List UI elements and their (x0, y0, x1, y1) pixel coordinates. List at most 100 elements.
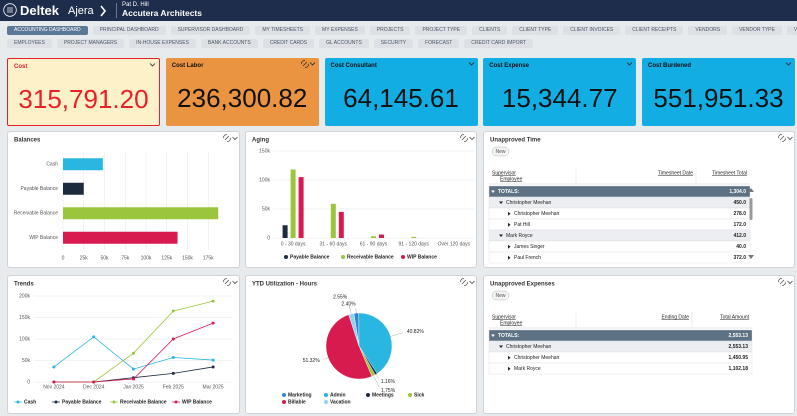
link-icon[interactable] (301, 61, 308, 68)
bar (291, 170, 296, 238)
link-icon[interactable] (461, 135, 468, 142)
tab[interactable]: MY EXPENSES (315, 26, 365, 35)
tab[interactable]: PROJECTS (370, 26, 411, 35)
collapse-icon[interactable] (469, 63, 474, 66)
link-icon[interactable] (461, 279, 468, 286)
new-button-label[interactable]: New (495, 293, 505, 299)
tab[interactable]: CREDIT CARD IMPORT (464, 39, 533, 48)
collapse-icon[interactable] (233, 281, 238, 284)
x-tick-label: 0 (62, 255, 65, 261)
collapse-icon[interactable] (150, 64, 155, 67)
scroll-thumb[interactable] (750, 198, 753, 220)
tab-row: EMPLOYEES PROJECT MANAGERS IN-HOUSE EXPENS… (7, 39, 533, 48)
tab[interactable]: CLIENT INVOICES (563, 26, 620, 35)
panel-title: Unapproved Expenses (490, 282, 555, 288)
panel-title: Aging (252, 138, 269, 144)
tab[interactable]: GL ACCOUNTS (319, 39, 369, 48)
collapse-icon[interactable] (233, 137, 238, 140)
kpi-title: Cost Burdened (648, 63, 691, 69)
column-header[interactable]: Employee (500, 176, 522, 182)
legend-label: Admin (330, 392, 346, 398)
x-tick-label: 75k (121, 255, 130, 261)
collapse-icon[interactable] (470, 281, 475, 284)
card-icons (459, 60, 475, 68)
link-icon[interactable] (224, 135, 231, 142)
x-tick-label: 31 - 60 days (320, 241, 348, 247)
kpi-title: Cost Labor (172, 63, 204, 69)
row-label: Paul French (514, 255, 541, 261)
kpi-value: 15,344.77 (483, 82, 636, 114)
row-label: TOTALS: (498, 333, 520, 339)
x-tick-label: Jan 2025 (123, 384, 144, 390)
category-label: WIP Balance (29, 235, 58, 241)
tab[interactable]: EMPLOYEES (7, 39, 52, 48)
column-header[interactable]: Total Amount (720, 314, 750, 320)
legend-label: Receivable Balance (120, 399, 167, 405)
collapse-icon[interactable] (470, 137, 475, 140)
slice-label: 40.82% (407, 329, 425, 335)
tab[interactable]: IN-HOUSE EXPENSES (129, 39, 196, 48)
row-label: Pat Hill (514, 222, 530, 228)
panel: YTD Utilization - Hours2.40%Marketing40.… (245, 275, 477, 414)
tab[interactable]: SECURITY (374, 39, 413, 48)
tab[interactable]: CLIENT RECEIPTS (625, 26, 683, 35)
column-header[interactable]: Timesheet Date (658, 170, 693, 176)
row-label: Christopher Meehan (514, 355, 560, 361)
menu-button[interactable] (3, 3, 17, 17)
kpi-card: Cost Consultant64,145.61 (325, 58, 478, 126)
row-label: TOTALS: (498, 189, 520, 195)
legend-marker (324, 393, 328, 397)
bar (379, 235, 384, 238)
y-tick-label: 150k (259, 148, 270, 154)
link-icon[interactable] (779, 135, 786, 142)
tab[interactable]: CLIENTS (472, 26, 507, 35)
tab[interactable]: PROJECT MANAGERS (57, 39, 124, 48)
tab[interactable]: SUPERVISOR DASHBOARD (171, 26, 251, 35)
company-name: Accutera Architects (122, 8, 202, 19)
link-icon[interactable] (224, 279, 231, 286)
collapse-icon[interactable] (788, 137, 793, 140)
legend-marker (175, 401, 178, 404)
tab[interactable]: VENDORS (688, 26, 727, 35)
column-header[interactable]: Employee (500, 320, 522, 326)
brand: Deltek (20, 3, 59, 18)
new-button-label[interactable]: New (495, 149, 505, 155)
collapse-icon[interactable] (310, 63, 315, 66)
collapse-icon[interactable] (627, 63, 632, 66)
legend-label: Cash (24, 399, 36, 405)
leader-line (374, 376, 380, 388)
collapse-icon[interactable] (786, 63, 791, 66)
column-header[interactable]: Ending Date (661, 314, 689, 320)
card-icons (300, 60, 316, 68)
tab[interactable]: ACCOUNTING DASHBOARD (7, 26, 88, 35)
leader-line (323, 358, 328, 360)
panel-body: Trends050k100k150k200kNov 2024Dec 2024Ja… (8, 276, 240, 414)
leader-line (376, 374, 379, 378)
point (52, 365, 55, 368)
legend-label: Billable (288, 399, 306, 405)
tab[interactable]: VENDOR INV (787, 26, 797, 35)
legend-label: WIP Balance (407, 254, 437, 260)
tab[interactable]: BANK ACCOUNTS (201, 39, 258, 48)
legend-label: Payable Balance (62, 399, 102, 405)
panel: Aging050k100k150k0 - 30 days31 - 60 days… (245, 131, 477, 268)
collapse-icon[interactable] (788, 281, 793, 284)
tab[interactable]: CLIENT TYPE (512, 26, 558, 35)
bar (63, 207, 218, 219)
tab[interactable]: PROJECT TYPE (415, 26, 467, 35)
link-icon[interactable] (779, 279, 786, 286)
tab[interactable]: PRINCIPAL DASHBOARD (93, 26, 166, 35)
column-header[interactable]: Timesheet Total (712, 170, 747, 176)
tab[interactable]: VENDOR TYPE (732, 26, 782, 35)
tab[interactable]: MY TIMESHEETS (255, 26, 310, 35)
point (212, 365, 215, 368)
kpi-value: 64,145.61 (325, 82, 478, 114)
card-icons (617, 60, 633, 68)
tab[interactable]: FORECAST (418, 39, 459, 48)
x-tick-label: 50k (100, 255, 109, 261)
panel-title: Balances (14, 138, 41, 144)
tab[interactable]: CREDIT CARDS (263, 39, 314, 48)
x-tick-label: 61 - 90 days (360, 241, 388, 247)
x-tick-label: Nov 2024 (43, 384, 65, 390)
y-tick-label: 100k (259, 177, 270, 183)
